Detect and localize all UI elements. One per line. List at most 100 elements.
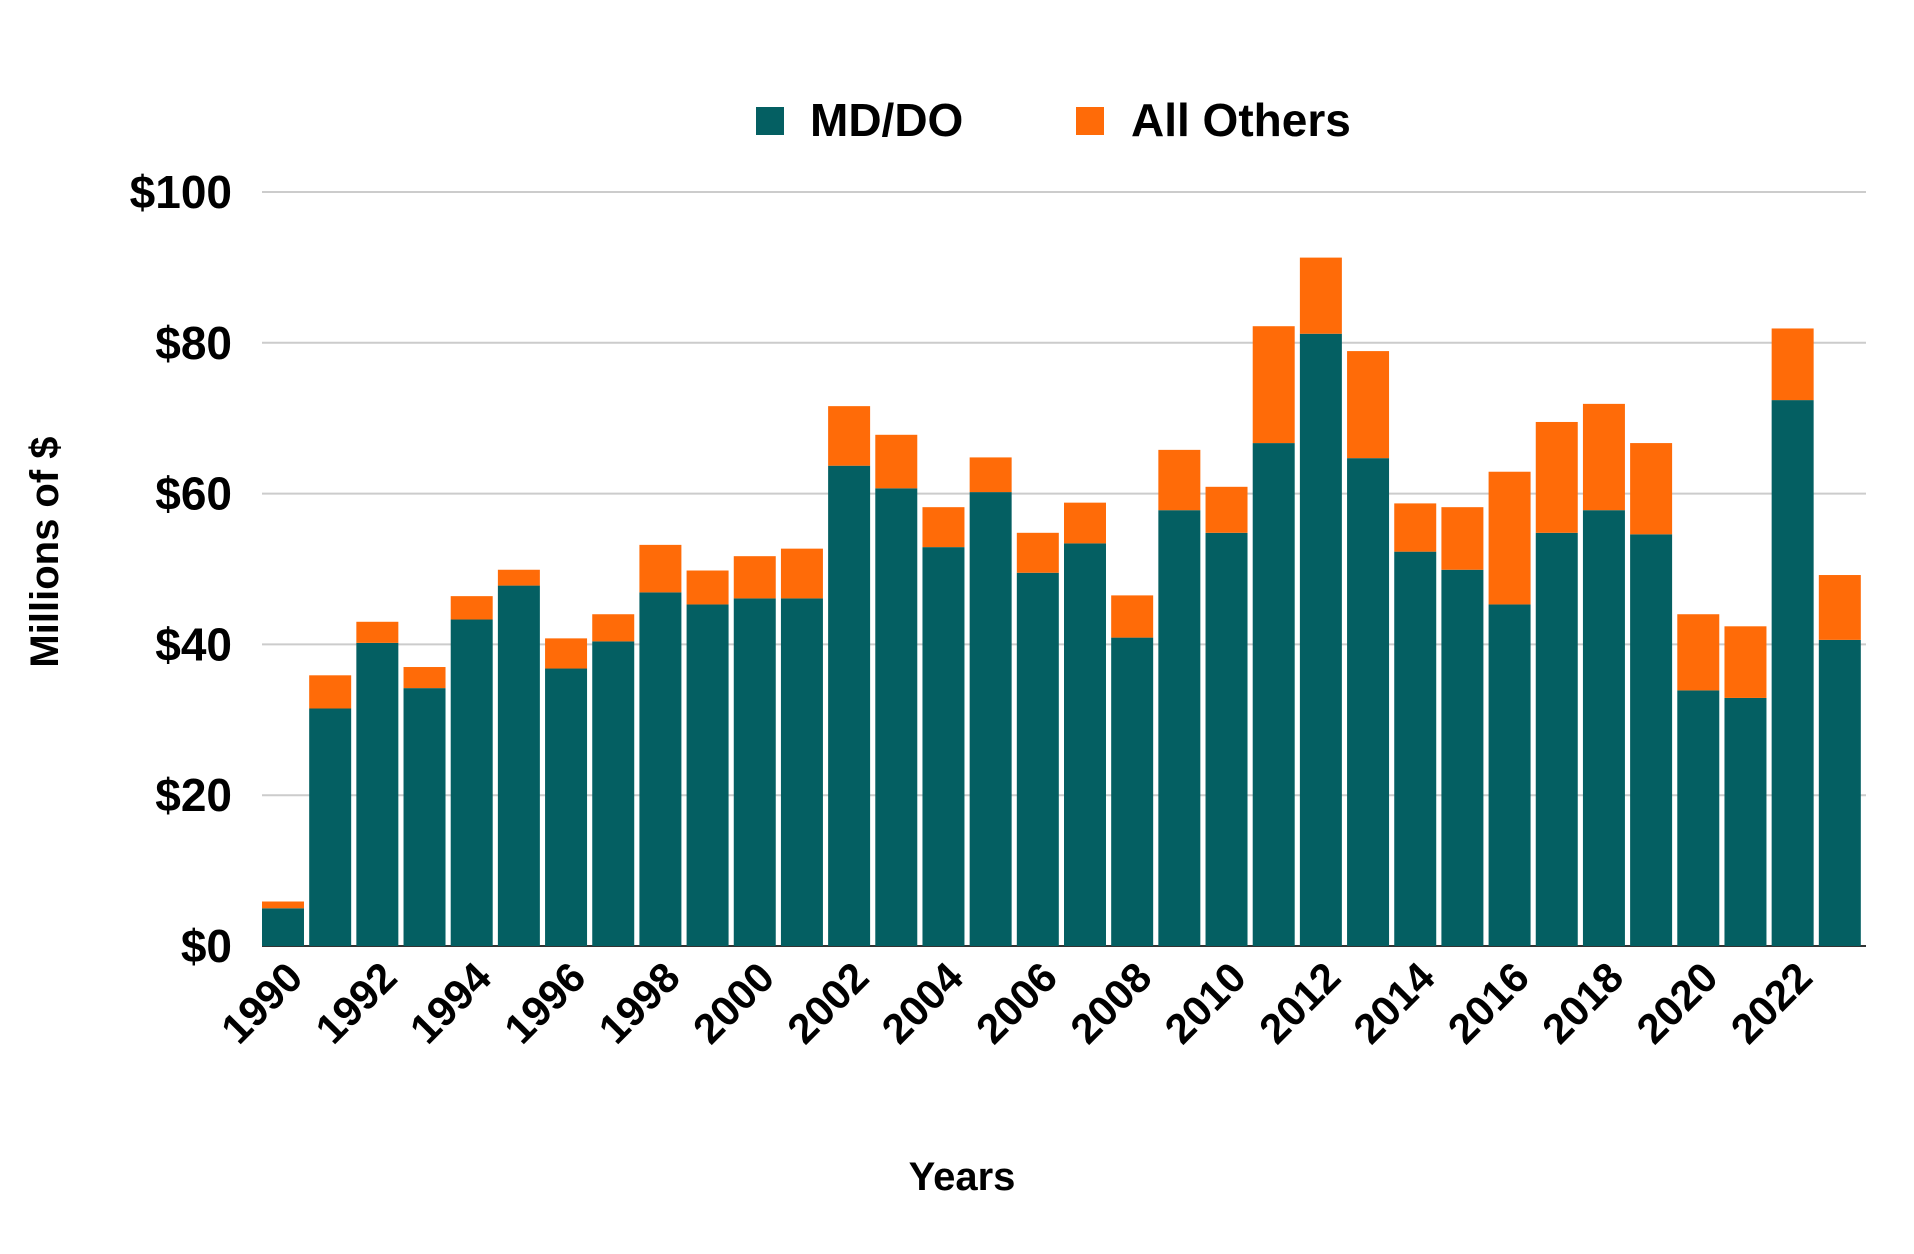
y-axis-title: Millions of $ xyxy=(23,436,67,667)
bar-all-others-2007 xyxy=(1064,502,1106,544)
bar-all-others-2016 xyxy=(1488,471,1531,605)
x-axis-ticks: 1990199219941996199820002002200420062008… xyxy=(212,953,1821,1053)
bar-all-others-1997 xyxy=(592,614,635,642)
bar-all-others-2009 xyxy=(1158,449,1201,511)
bar-md-do-1999 xyxy=(686,604,729,946)
bar-md-do-2016 xyxy=(1488,604,1531,946)
bar-md-do-2004 xyxy=(922,547,965,946)
bar-all-others-2001 xyxy=(780,548,823,599)
bar-all-others-2021 xyxy=(1724,626,1767,698)
bar-all-others-1991 xyxy=(309,675,352,709)
bar-md-do-1992 xyxy=(356,642,399,946)
bar-md-do-2012 xyxy=(1299,333,1342,946)
bar-all-others-1992 xyxy=(356,621,399,643)
legend-swatch-md-do xyxy=(756,107,784,135)
x-tick-label: 1998 xyxy=(589,953,688,1052)
legend-label-all-others: All Others xyxy=(1131,94,1351,146)
bars xyxy=(262,257,1861,947)
bar-md-do-2019 xyxy=(1630,534,1673,946)
bar-all-others-2022 xyxy=(1771,328,1814,401)
x-axis-title: Years xyxy=(909,1155,1016,1199)
bar-all-others-2012 xyxy=(1299,257,1342,334)
bar-all-others-1998 xyxy=(639,544,682,593)
y-tick-label: $0 xyxy=(181,920,232,972)
bar-md-do-1993 xyxy=(403,688,446,946)
bar-md-do-2007 xyxy=(1064,543,1106,946)
y-tick-label: $60 xyxy=(155,468,232,520)
x-tick-label: 2008 xyxy=(1061,953,1160,1052)
legend: MD/DO All Others xyxy=(756,94,1351,146)
bar-md-do-1996 xyxy=(545,668,588,946)
bar-all-others-2003 xyxy=(875,434,918,489)
legend-swatch-all-others xyxy=(1076,107,1104,135)
bar-all-others-2010 xyxy=(1205,486,1248,533)
x-tick-label: 1994 xyxy=(401,953,501,1053)
x-tick-label: 2016 xyxy=(1439,953,1538,1052)
bar-md-do-2022 xyxy=(1771,400,1814,947)
bar-md-do-2020 xyxy=(1677,690,1720,946)
x-tick-label: 2022 xyxy=(1722,953,1821,1052)
bar-all-others-1996 xyxy=(545,638,588,669)
bar-all-others-1995 xyxy=(497,569,540,586)
bar-md-do-2018 xyxy=(1582,510,1625,946)
bar-md-do-2003 xyxy=(875,488,918,946)
y-tick-label: $20 xyxy=(155,769,232,821)
bar-md-do-2009 xyxy=(1158,510,1201,946)
bar-md-do-2008 xyxy=(1111,637,1154,946)
bar-all-others-2008 xyxy=(1111,595,1154,638)
bar-md-do-1995 xyxy=(497,585,540,946)
bar-md-do-2005 xyxy=(969,492,1012,946)
bar-md-do-2001 xyxy=(780,598,823,946)
bar-all-others-2019 xyxy=(1630,443,1673,535)
bar-md-do-1994 xyxy=(450,619,493,946)
bar-all-others-1990 xyxy=(262,901,304,909)
x-tick-label: 2012 xyxy=(1250,953,1349,1052)
bar-all-others-2013 xyxy=(1347,351,1390,459)
bar-all-others-2015 xyxy=(1441,507,1484,570)
bar-md-do-2002 xyxy=(828,465,871,946)
legend-label-md-do: MD/DO xyxy=(810,94,963,146)
bar-all-others-2004 xyxy=(922,507,965,548)
bar-all-others-2014 xyxy=(1394,503,1437,552)
bar-all-others-2020 xyxy=(1677,614,1720,691)
bar-md-do-2000 xyxy=(733,598,776,946)
y-axis-ticks: $0 $20 $40 $60 $80 $100 xyxy=(130,166,232,972)
x-tick-label: 2000 xyxy=(684,953,783,1052)
bar-md-do-2015 xyxy=(1441,569,1484,946)
x-tick-label: 2004 xyxy=(873,953,973,1053)
bar-md-do-2017 xyxy=(1535,532,1578,946)
bar-all-others-1993 xyxy=(403,667,446,689)
bar-all-others-2023 xyxy=(1818,575,1861,640)
bar-all-others-2017 xyxy=(1535,421,1578,533)
bar-md-do-2010 xyxy=(1205,532,1248,946)
x-tick-label: 1996 xyxy=(495,953,594,1052)
x-tick-label: 1992 xyxy=(306,953,405,1052)
bar-md-do-2014 xyxy=(1394,551,1437,946)
x-tick-label: 2006 xyxy=(967,953,1066,1052)
x-tick-label: 2020 xyxy=(1627,953,1726,1052)
bar-md-do-1990 xyxy=(262,908,304,946)
bar-all-others-2006 xyxy=(1016,532,1059,573)
bar-md-do-2011 xyxy=(1252,443,1295,946)
bar-md-do-2006 xyxy=(1016,572,1059,946)
bar-md-do-2023 xyxy=(1818,639,1861,946)
x-tick-label: 2014 xyxy=(1344,953,1444,1053)
bar-all-others-2000 xyxy=(733,556,776,599)
x-tick-label: 2002 xyxy=(778,953,877,1052)
bar-md-do-1998 xyxy=(639,592,682,946)
y-tick-label: $80 xyxy=(155,317,232,369)
bar-all-others-2002 xyxy=(828,406,871,466)
bar-md-do-2013 xyxy=(1347,458,1390,946)
y-tick-label: $100 xyxy=(130,166,232,218)
bar-all-others-2005 xyxy=(969,457,1012,493)
y-tick-label: $40 xyxy=(155,618,232,670)
bar-md-do-1991 xyxy=(309,708,352,946)
bar-all-others-1994 xyxy=(450,596,493,620)
x-tick-label: 2018 xyxy=(1533,953,1632,1052)
bar-all-others-2011 xyxy=(1252,326,1295,444)
bar-all-others-2018 xyxy=(1582,403,1625,511)
bar-md-do-1997 xyxy=(592,641,635,946)
bar-all-others-1999 xyxy=(686,570,729,605)
